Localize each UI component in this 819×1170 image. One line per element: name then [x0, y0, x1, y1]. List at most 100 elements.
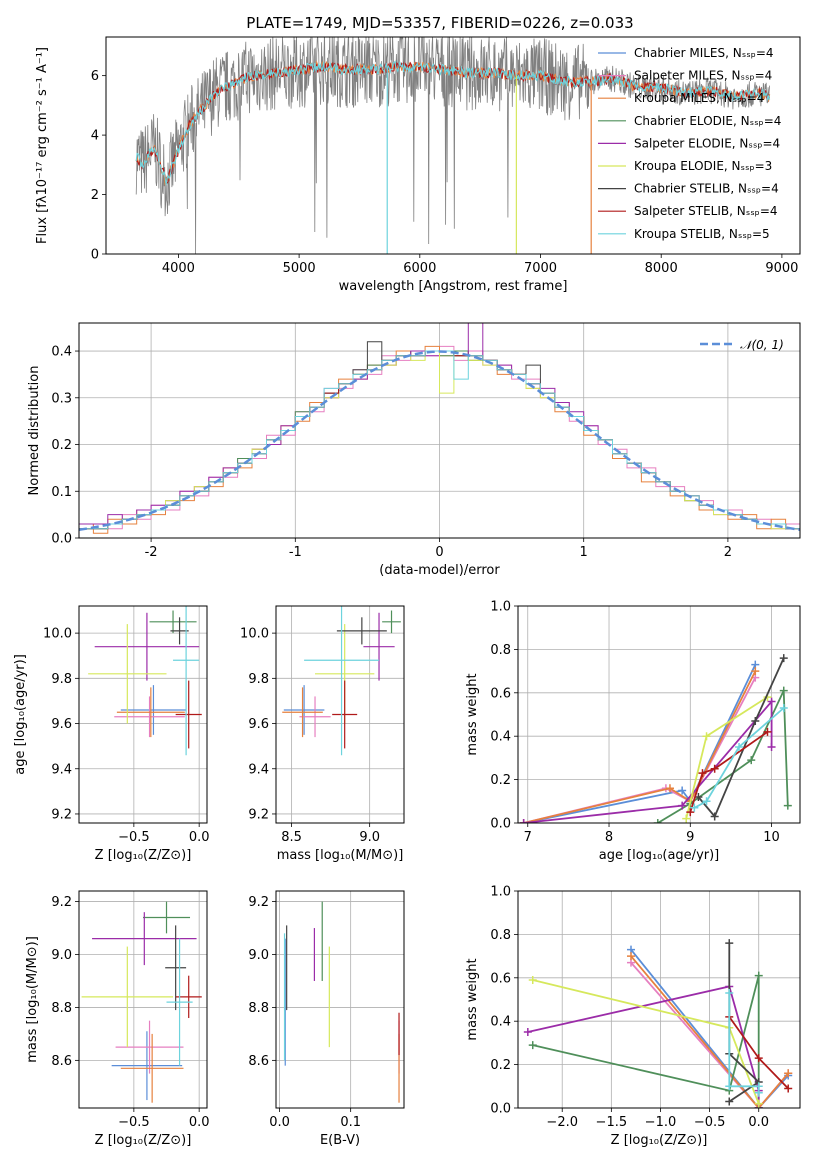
age_vs_Z-plot-area: [88, 606, 202, 756]
mass-weight-marker: [767, 743, 776, 752]
error-bar-point: [81, 946, 174, 1048]
age_vs_Z-frame: [78, 605, 208, 824]
age_vs_Z-ylabel: age [log₁₀(age/yr)]: [13, 654, 28, 775]
mass_vs_ebv-ytick-label: 9.0: [248, 948, 269, 963]
figure-title: PLATE=1749, MJD=53357, FIBERID=0226, z=0…: [246, 14, 633, 32]
mass-weight-marker: [725, 1097, 734, 1106]
spectrum-plot-area: [135, 37, 771, 254]
weight_vs_Z-xtick-label: −1.5: [596, 1115, 628, 1130]
mass-weight-marker: [653, 819, 662, 823]
age_vs_mass-ytick-label: 9.6: [248, 717, 269, 732]
age_vs_mass-xtick-label: 9.0: [359, 830, 380, 845]
age_vs_Z-ytick-label: 10.0: [43, 627, 72, 642]
error-bar-point: [114, 696, 185, 738]
spectrum-axes: 4000 5000 6000 7000 8000 9000 0 2 4 6 wavelength […: [35, 36, 801, 294]
residuals-plot-area: [79, 323, 800, 534]
weight_vs_Z-ytick-label: 0.2: [490, 1058, 511, 1073]
mass_vs_ebv-xlabel: E(B-V): [320, 1133, 360, 1148]
weight_vs_Z-ytick-label: 0.0: [490, 1102, 511, 1117]
mass-weight-marker: [754, 1088, 763, 1097]
mass-weight-marker: [779, 654, 788, 663]
weight_vs_age-xtick-label: 7: [524, 830, 532, 845]
mass-weight-marker: [779, 686, 788, 695]
spectrum-xtick-label: 8000: [645, 261, 678, 276]
spectrum-ylabel: Flux [fλ10⁻¹⁷ erg cm⁻² s⁻¹ A⁻¹]: [35, 47, 50, 244]
mass-weight-line: [532, 975, 760, 1108]
mass-weight-marker: [702, 797, 711, 806]
age_vs_Z-ytick-label: 9.4: [51, 762, 72, 777]
mass-weight-marker: [698, 769, 707, 778]
age_vs_mass-ytick-label: 10.0: [240, 627, 269, 642]
mass-weight-marker: [751, 717, 760, 726]
mass-weight-line: [523, 699, 773, 823]
mass-weight-line: [697, 657, 785, 819]
age_vs_Z-xtick-label: −0.5: [118, 830, 150, 845]
mass-weight-series: [528, 975, 763, 1108]
mass_vs_ebv-ytick-label: 9.2: [248, 895, 269, 910]
mass_vs_Z-xlabel: Z [log₁₀(Z/Z⊙)]: [95, 1133, 192, 1148]
spectrum-xtick-label: 5000: [283, 261, 316, 276]
error-bar-point: [283, 685, 325, 735]
mass-weight-marker: [784, 1069, 793, 1078]
legend-label: Salpeter MILES, Nₛₛₚ=4: [634, 69, 772, 83]
mass-weight-marker: [783, 801, 792, 810]
weight_vs_Z-ytick-label: 0.8: [490, 928, 511, 943]
weight_vs_Z-axes: −2.0 −1.5 −1.0 −0.5 0.0 0.0 0.2 0.4 0.6 0.8 1.0 Z […: [465, 885, 801, 1148]
mass-weight-series: [523, 982, 763, 1108]
legend-label: Salpeter STELIB, Nₛₛₚ=4: [634, 204, 778, 218]
weight_vs_age-plot-area: [519, 654, 792, 823]
spectrum-legend: Chabrier MILES, Nₛₛₚ=4 Salpeter MILES, Nₛ…: [598, 46, 781, 241]
age_vs_Z-ytick-label: 9.6: [51, 717, 72, 732]
error-bar-point: [92, 912, 197, 966]
mass-weight-marker: [678, 801, 687, 810]
weight_vs_age-axes: 7 8 9 10 0.0 0.2 0.4 0.6 0.8 1.0 age [log₁₀(age/yr…: [465, 600, 801, 863]
mass-weight-line: [657, 690, 789, 823]
mass-weight-marker: [678, 786, 687, 795]
spectrum-ytick-label: 2: [91, 188, 99, 203]
mass-weight-marker: [626, 952, 635, 961]
mass-weight-marker: [710, 812, 719, 821]
residuals-xtick-label: 1: [580, 545, 588, 560]
error-bar-point: [165, 925, 187, 1011]
mass_vs_Z-frame: [78, 890, 208, 1109]
age_vs_mass-xlabel: mass [log₁₀(M/M⊙)]: [277, 848, 404, 863]
error-bar-point: [94, 612, 200, 681]
residuals-ytick-label: 0.4: [51, 345, 72, 360]
residuals-ytick-label: 0.3: [51, 391, 72, 406]
legend-label: Salpeter ELODIE, Nₛₛₚ=4: [634, 136, 780, 150]
weight_vs_Z-xtick-label: 0.0: [748, 1115, 769, 1130]
mass-weight-series: [725, 988, 763, 1097]
mass-weight-marker: [528, 975, 537, 984]
mass_vs_Z-ylabel: mass [log₁₀(M/M⊙)]: [25, 936, 40, 1063]
error-bar-point: [336, 617, 387, 645]
weight_vs_age-ytick-label: 0.6: [490, 686, 511, 701]
error-bar-point: [382, 610, 401, 634]
spectrum-ytick-label: 0: [91, 248, 99, 263]
weight_vs_age-frame: [517, 605, 801, 824]
error-bar-point: [88, 624, 167, 724]
error-bar-point: [299, 696, 331, 738]
age_vs_mass-ytick-label: 9.4: [248, 762, 269, 777]
weight_vs_age-xtick-label: 10: [763, 830, 780, 845]
plot-layer: 4000 5000 6000 7000 8000 9000 0 2 4 6 wavelength […: [13, 36, 801, 1148]
mass-weight-marker: [682, 814, 691, 823]
mass-weight-line: [532, 979, 760, 1105]
age_vs_mass-axes: 8.5 9.0 9.2 9.4 9.6 9.8 10.0 mass [log₁₀(M/M⊙)]: [240, 605, 405, 863]
mass_vs_ebv-plot-area: [283, 901, 400, 1103]
error-bar-point: [120, 1033, 184, 1103]
spectrum-xtick-label: 7000: [524, 261, 557, 276]
mass-weight-series: [519, 697, 776, 823]
residuals-xtick-label: 0: [435, 545, 443, 560]
age_vs_Z-axes: −0.5 0.0 9.2 9.4 9.6 9.8 10.0 Z [log₁₀(Z/Z⊙)] ag…: [13, 605, 210, 863]
age_vs_Z-ytick-label: 9.8: [51, 672, 72, 687]
mass_vs_Z-ytick-label: 8.6: [51, 1054, 72, 1069]
weight_vs_Z-xlabel: Z [log₁₀(Z/Z⊙)]: [611, 1133, 708, 1148]
spectrum-xlabel: wavelength [Angstrom, rest frame]: [339, 279, 568, 294]
mass_vs_Z-ytick-label: 9.2: [51, 895, 72, 910]
error-bar-point: [332, 680, 358, 749]
weight_vs_Z-ytick-label: 0.6: [490, 971, 511, 986]
mass-weight-series: [725, 939, 763, 1106]
weight_vs_Z-ylabel: mass weight: [465, 958, 480, 1040]
model-spectrum-line: [135, 60, 771, 186]
